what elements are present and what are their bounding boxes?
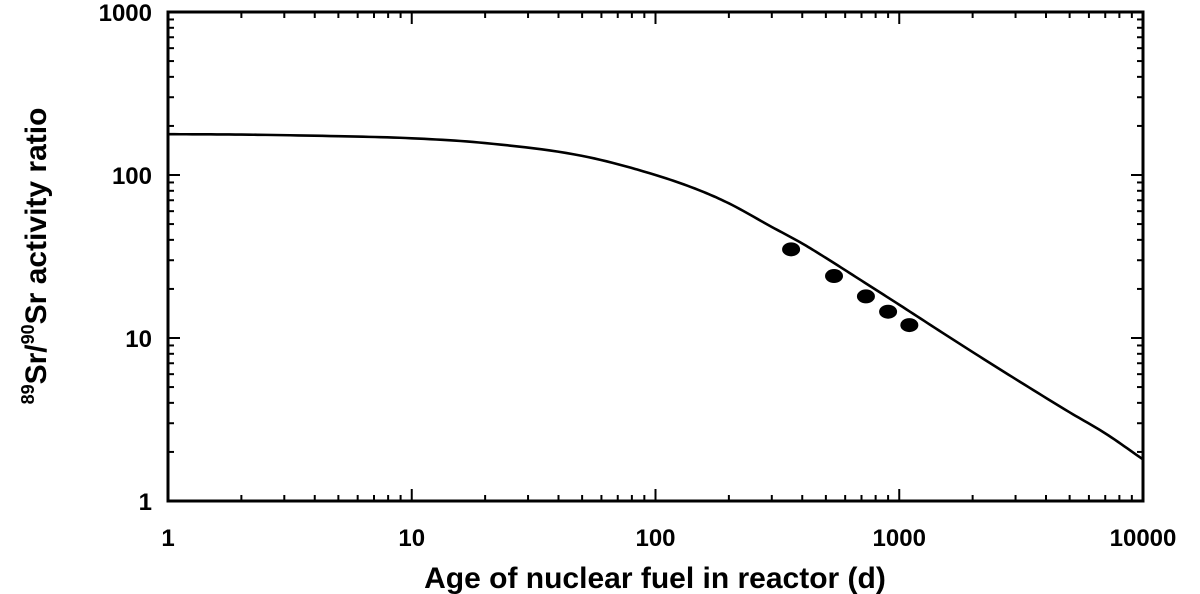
- x-tick-label-10000: 10000: [1110, 525, 1177, 552]
- series-line-curve: [167, 132, 1144, 461]
- y-axis-title-sup-89: 89: [18, 384, 38, 404]
- y-axis-title-part-1: Sr/: [20, 344, 53, 385]
- x-tick-label-1000: 1000: [873, 525, 926, 552]
- data-point-5: [900, 318, 919, 333]
- y-axis-title-sup-90: 90: [18, 324, 38, 344]
- x-tick-label-10: 10: [398, 525, 425, 552]
- y-tick-label-1000: 1000: [99, 0, 152, 27]
- y-tick-labels: 1 10 100 1000: [99, 0, 152, 516]
- x-axis-title: Age of nuclear fuel in reactor (d): [424, 562, 886, 594]
- x-tick-label-100: 100: [635, 525, 675, 552]
- y-tick-label-1: 1: [139, 489, 152, 516]
- y-axis-title: 89Sr/90Sr activity ratio: [18, 108, 53, 405]
- y-tick-label-10: 10: [125, 326, 152, 353]
- data-point-2: [825, 269, 844, 284]
- axis-ticks: [168, 12, 1143, 501]
- plot-frame: [166, 10, 1145, 503]
- x-tick-labels: 1 10 100 1000 10000: [161, 525, 1176, 552]
- y-tick-label-100: 100: [112, 163, 152, 190]
- y-axis-title-part-2: Sr activity ratio: [20, 108, 53, 325]
- data-point-4: [879, 304, 898, 319]
- x-tick-label-1: 1: [161, 525, 174, 552]
- data-points: [782, 242, 919, 333]
- data-point-1: [782, 242, 801, 257]
- data-point-3: [856, 289, 875, 304]
